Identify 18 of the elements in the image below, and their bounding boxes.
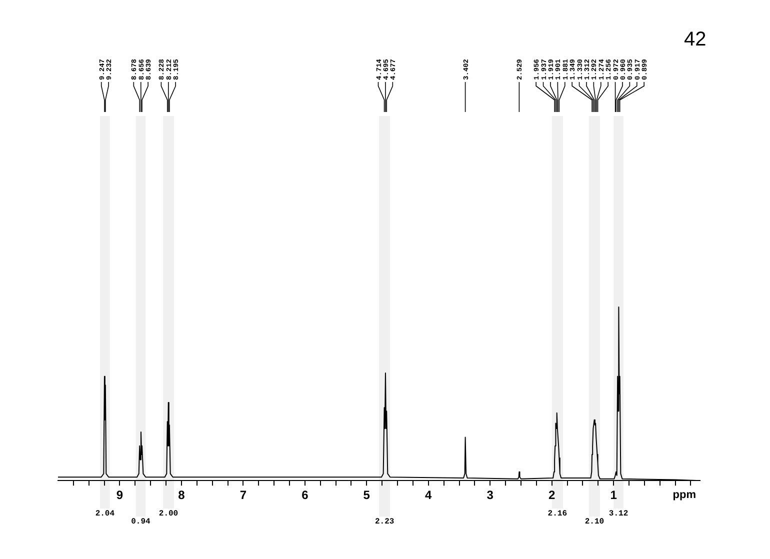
band-label: 0.94	[131, 518, 151, 527]
band-label: 2.10	[584, 518, 604, 527]
x-tick-label: 2	[548, 488, 556, 502]
x-tick-label: 4	[425, 488, 432, 502]
x-tick-label: 7	[240, 488, 247, 502]
x-axis-title: ppm	[672, 489, 696, 502]
band-label: 2.16	[548, 510, 568, 519]
x-tick-label: 3	[486, 488, 494, 502]
band-label: 2.04	[95, 510, 115, 519]
x-tick-label: 1	[610, 488, 618, 502]
band-label: 3.12	[608, 510, 628, 519]
x-tick-label: 5	[363, 488, 370, 502]
x-tick-label: 8	[178, 488, 186, 502]
band-label: 2.23	[374, 518, 394, 527]
x-tick-label: 6	[302, 488, 309, 502]
text: 42	[684, 28, 706, 51]
band-label: 2.00	[158, 510, 178, 519]
x-tick-label: 9	[116, 488, 124, 502]
